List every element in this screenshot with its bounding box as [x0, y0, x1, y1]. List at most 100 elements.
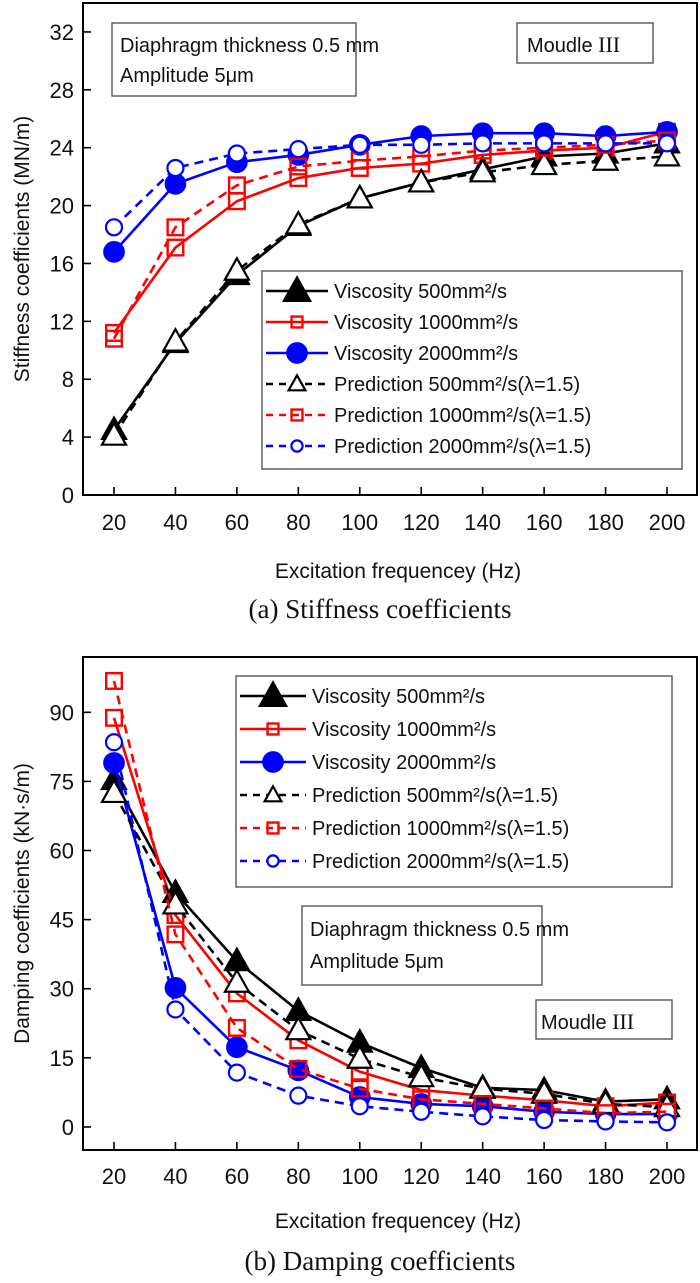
x-tick-label: 160 — [526, 1164, 563, 1189]
data-point — [166, 238, 185, 257]
series-line — [113, 142, 667, 229]
y-axis-title: Damping coefficients (kN·s/m) — [11, 763, 34, 1044]
annotation-box — [535, 999, 673, 1040]
y-tick-label: 0 — [62, 483, 74, 508]
series-line — [112, 792, 668, 1109]
plot-frame — [82, 2, 698, 496]
series-line — [112, 779, 668, 1103]
data-point — [530, 150, 558, 176]
x-tick-label: 140 — [464, 1164, 501, 1189]
data-point — [227, 1063, 246, 1082]
annotation-box — [111, 22, 357, 97]
data-point — [653, 141, 681, 167]
data-point — [289, 1059, 308, 1078]
x-tick-label: 80 — [286, 1164, 310, 1189]
annotation-module: Moudle III — [535, 999, 673, 1040]
data-point — [100, 421, 128, 446]
data-point — [468, 157, 497, 183]
legend-label: Viscosity 1000mm²/s — [312, 719, 496, 741]
legend-label: Viscosity 500mm²/s — [312, 686, 485, 708]
data-point — [596, 1112, 615, 1131]
series-4 — [104, 671, 677, 1123]
series-line — [112, 741, 668, 1124]
legend-marker — [266, 722, 280, 736]
data-point — [473, 1107, 492, 1126]
y-tick-label: 90 — [50, 700, 74, 725]
legend-marker — [257, 680, 289, 708]
data-point — [473, 134, 492, 153]
y-tick-label: 12 — [50, 309, 74, 334]
legend-box — [235, 675, 673, 888]
x-tick-label: 160 — [526, 510, 563, 535]
y-axis-title: Stiffness coefficients (MN/m) — [11, 116, 34, 382]
data-point — [345, 1044, 374, 1069]
data-point — [350, 1097, 369, 1116]
data-point — [350, 1079, 369, 1098]
data-point — [227, 1018, 246, 1037]
legend-label: Prediction 1000mm²/s(λ=1.5) — [312, 818, 569, 840]
y-tick-label: 75 — [50, 769, 74, 794]
data-point — [350, 135, 369, 154]
series-line — [113, 130, 668, 253]
data-point — [530, 1079, 558, 1104]
legend-label: Viscosity 2000mm²/s — [334, 343, 518, 365]
chart-stiffness: 20 40 60 80 100 120 140 160 180 200 0 4 8 12 16 20 24 28 3… — [11, 2, 698, 624]
annotation-box — [301, 905, 543, 986]
y-tick-label: 60 — [50, 839, 74, 864]
series-line — [112, 717, 668, 1108]
data-point — [596, 134, 615, 153]
legend-box — [261, 270, 683, 470]
data-point — [104, 329, 123, 348]
data-point — [227, 144, 246, 163]
legend-label: Viscosity 2000mm²/s — [312, 752, 496, 774]
legend-marker — [286, 342, 308, 364]
figure-caption: (b) Damping coefficients — [245, 1246, 516, 1276]
chart-damping: 20 40 60 80 100 120 140 160 180 200 0 15 30 45 60 75 90 E… — [11, 656, 698, 1276]
data-point — [104, 733, 124, 752]
data-point — [166, 218, 185, 237]
legend-marker — [286, 373, 308, 392]
x-tick-label: 180 — [587, 510, 624, 535]
x-tick-label: 20 — [102, 1164, 126, 1189]
legend-label: Prediction 1000mm²/s(λ=1.5) — [334, 405, 591, 427]
legend-label: Prediction 2000mm²/s(λ=1.5) — [312, 851, 569, 873]
x-tick-label: 120 — [403, 510, 440, 535]
data-point — [227, 176, 246, 195]
series-line — [112, 139, 668, 340]
data-point — [103, 241, 125, 263]
x-tick-label: 140 — [464, 510, 501, 535]
data-point — [289, 1086, 308, 1105]
data-point — [468, 1074, 497, 1099]
annotation-line: Amplitude 5μm — [120, 65, 254, 87]
annotation-line: Diaphragm thickness 0.5 mm — [310, 919, 569, 941]
annotation-box — [516, 22, 654, 64]
y-tick-label: 28 — [50, 78, 74, 103]
legend-marker — [290, 439, 304, 453]
data-point — [223, 256, 251, 281]
y-tick-label: 24 — [50, 136, 74, 161]
y-tick-label: 45 — [50, 908, 74, 933]
x-tick-label: 60 — [225, 510, 249, 535]
data-point — [535, 1110, 554, 1130]
series-line — [112, 762, 667, 1116]
data-point — [103, 752, 125, 774]
y-tick-label: 8 — [62, 367, 74, 392]
x-tick-label: 200 — [649, 1164, 686, 1189]
data-point — [166, 925, 185, 944]
annotation-line: Amplitude 5μm — [310, 951, 444, 973]
legend: Viscosity 500mm²/s Viscosity 1000mm²/s Vis… — [235, 675, 673, 888]
annotation-conditions: Diaphragm thickness 0.5 mm Amplitude 5μm — [301, 905, 569, 986]
annotation-line: Diaphragm thickness 0.5 mm — [120, 35, 379, 57]
series-line — [112, 130, 668, 334]
plot-frame — [82, 656, 698, 1151]
x-tick-label: 40 — [163, 510, 187, 535]
y-tick-label: 20 — [50, 194, 74, 219]
y-tick-label: 30 — [50, 977, 74, 1002]
annotation-text: Moudle III — [541, 1009, 634, 1034]
series-line — [112, 680, 668, 1115]
data-point — [412, 135, 431, 154]
x-tick-label: 120 — [403, 1164, 440, 1189]
data-point — [412, 1102, 431, 1121]
data-point — [657, 1113, 677, 1132]
